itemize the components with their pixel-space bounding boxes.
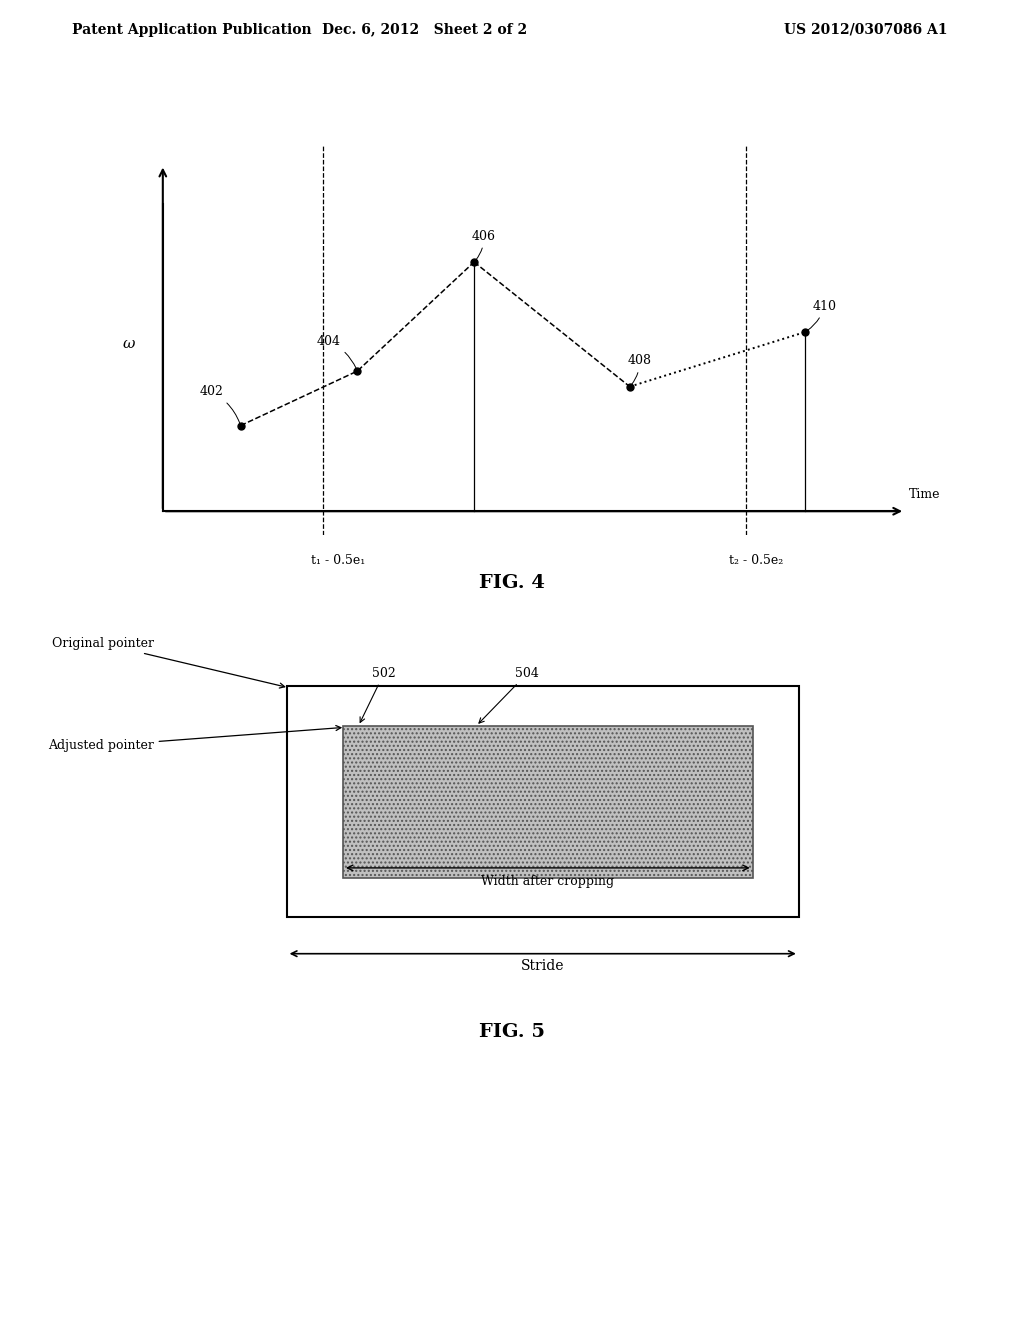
Text: 404: 404 — [316, 335, 356, 368]
Text: Width after cropping: Width after cropping — [481, 874, 614, 887]
Point — [797, 322, 813, 343]
Text: FIG. 4: FIG. 4 — [479, 574, 545, 593]
Point — [232, 414, 249, 436]
Text: Adjusted pointer: Adjusted pointer — [48, 726, 341, 752]
Text: Stride: Stride — [521, 958, 564, 973]
Point — [349, 360, 366, 381]
Text: 406: 406 — [472, 230, 496, 260]
Bar — [343, 726, 753, 878]
Point — [622, 376, 638, 397]
Text: 502: 502 — [360, 667, 396, 722]
Text: t₁ - 0.5e₁: t₁ - 0.5e₁ — [311, 554, 365, 568]
Point — [466, 251, 482, 273]
Bar — [287, 686, 799, 917]
Text: US 2012/0307086 A1: US 2012/0307086 A1 — [783, 22, 947, 37]
Text: 402: 402 — [200, 385, 240, 422]
Text: Time: Time — [909, 487, 941, 500]
Text: FIG. 5: FIG. 5 — [479, 1023, 545, 1041]
Text: ω: ω — [123, 337, 135, 351]
Text: 410: 410 — [807, 300, 837, 330]
Text: t₂ - 0.5e₂: t₂ - 0.5e₂ — [729, 554, 783, 568]
Text: Original pointer: Original pointer — [51, 638, 285, 688]
Text: Patent Application Publication: Patent Application Publication — [72, 22, 311, 37]
Text: Dec. 6, 2012   Sheet 2 of 2: Dec. 6, 2012 Sheet 2 of 2 — [323, 22, 527, 37]
Text: 504: 504 — [479, 667, 540, 723]
Text: 408: 408 — [628, 354, 651, 384]
